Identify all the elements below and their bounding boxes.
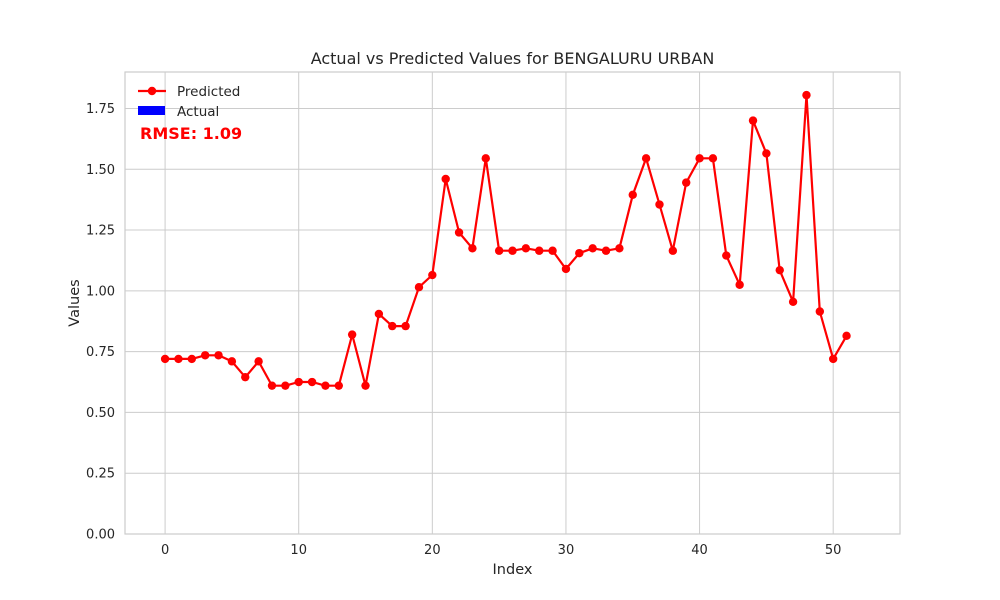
predicted-point <box>561 264 571 274</box>
predicted-point <box>575 248 584 258</box>
predicted-point <box>695 154 704 163</box>
predicted-point <box>200 351 210 360</box>
predicted-point <box>468 244 477 253</box>
predicted-point <box>641 154 651 163</box>
predicted-point <box>187 354 197 364</box>
predicted-point <box>428 270 437 280</box>
predicted-point <box>762 149 771 158</box>
x-tick-label: 10 <box>290 543 307 558</box>
predicted-point <box>214 351 223 360</box>
predicted-point <box>668 246 678 255</box>
y-tick-label: 1.00 <box>86 284 115 299</box>
grid <box>125 72 900 535</box>
predicted-point <box>334 381 343 390</box>
predicted-point <box>521 244 531 253</box>
predicted-point <box>802 90 811 100</box>
predicted-point <box>748 116 758 125</box>
y-tick-label: 0.00 <box>86 528 115 543</box>
predicted-point <box>775 265 784 275</box>
y-tick-label: 0.50 <box>86 406 115 421</box>
predicted-series <box>165 93 848 387</box>
predicted-point <box>508 246 517 255</box>
x-tick-label: 20 <box>424 543 441 558</box>
predicted-point <box>441 174 450 184</box>
plot-area <box>125 72 900 534</box>
predicted-point <box>454 228 464 237</box>
predicted-point <box>655 200 664 209</box>
predicted-point <box>227 357 237 366</box>
predicted-point <box>388 321 397 331</box>
predicted-point <box>788 297 798 306</box>
predicted-point <box>254 357 263 366</box>
predicted-point <box>535 246 544 255</box>
x-tick-label: 50 <box>825 543 842 558</box>
chart-title: Actual vs Predicted Values for BENGALURU… <box>311 49 715 68</box>
predicted-point <box>401 321 410 331</box>
predicted-line <box>165 93 848 387</box>
predicted-point <box>708 154 718 163</box>
x-tick-label: 40 <box>691 543 708 558</box>
predicted-point <box>361 381 370 390</box>
y-tick-label: 0.75 <box>86 345 115 360</box>
predicted-point <box>722 251 731 260</box>
x-tick-label: 30 <box>558 543 575 558</box>
predicted-points <box>160 90 851 390</box>
predicted-point <box>294 377 303 387</box>
predicted-point <box>615 244 624 253</box>
legend-predicted-label: Predicted <box>177 84 240 100</box>
y-axis-label: Values <box>67 279 83 326</box>
predicted-point <box>321 381 330 390</box>
y-tick-label: 1.75 <box>86 102 115 117</box>
legend-actual-swatch <box>138 106 165 115</box>
predicted-point <box>481 154 490 163</box>
predicted-point <box>494 246 504 255</box>
predicted-point <box>588 244 597 253</box>
predicted-point <box>682 178 691 187</box>
legend: Predicted Actual <box>138 84 240 120</box>
plot-frame <box>124 71 901 535</box>
predicted-point <box>548 246 557 255</box>
predicted-point <box>347 330 357 339</box>
legend-predicted-marker <box>147 86 157 96</box>
predicted-point <box>815 307 825 316</box>
predicted-point <box>601 246 611 255</box>
rmse-annotation: RMSE: 1.09 <box>140 124 242 143</box>
predicted-point <box>241 372 250 382</box>
y-tick-label: 0.25 <box>86 467 115 482</box>
predicted-point <box>281 381 290 390</box>
tick-labels: 0.00 0.25 0.50 0.75 1.00 1.25 1.50 1.75 0 10 20 30 4… <box>86 102 841 558</box>
predicted-point <box>628 190 637 199</box>
predicted-point <box>307 377 317 387</box>
predicted-point <box>267 381 277 390</box>
y-tick-label: 1.50 <box>86 163 115 178</box>
predicted-point <box>174 354 183 364</box>
legend-actual-label: Actual <box>177 104 219 120</box>
predicted-point <box>842 331 851 341</box>
predicted-point <box>828 354 838 364</box>
predicted-point <box>414 282 424 292</box>
predicted-point <box>735 280 744 289</box>
y-tick-label: 1.25 <box>86 224 115 239</box>
x-axis-label: Index <box>493 562 533 578</box>
predicted-point <box>160 354 170 364</box>
x-tick-label: 0 <box>161 543 169 558</box>
predicted-point <box>374 309 384 319</box>
